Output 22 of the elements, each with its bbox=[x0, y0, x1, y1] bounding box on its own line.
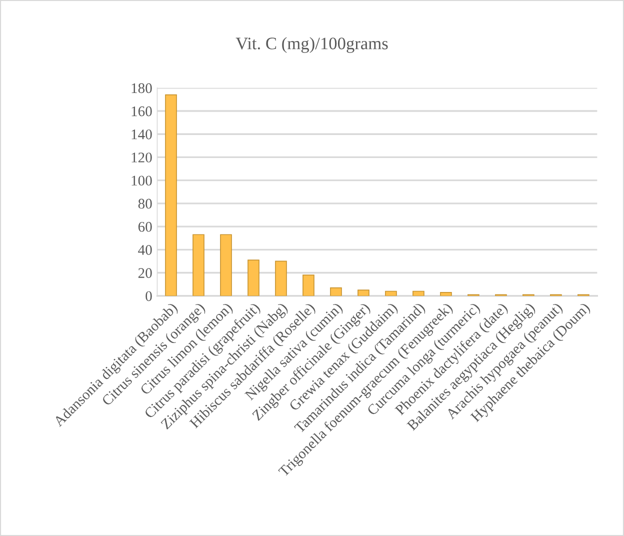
y-tick-label: 0 bbox=[146, 291, 152, 302]
bar bbox=[440, 292, 452, 296]
bar bbox=[248, 260, 260, 296]
y-tick-label: 180 bbox=[132, 83, 152, 94]
bar bbox=[385, 290, 397, 296]
y-tick-label: 160 bbox=[132, 106, 152, 116]
y-tick-label: 80 bbox=[138, 198, 152, 209]
bar bbox=[330, 287, 342, 296]
bar bbox=[275, 260, 287, 296]
bar bbox=[220, 234, 232, 296]
bar bbox=[192, 234, 204, 296]
y-tick-label: 100 bbox=[132, 176, 152, 186]
bar bbox=[165, 94, 177, 296]
chart-title: Vit. C (mg)/100grams bbox=[236, 37, 388, 53]
y-tick-label: 40 bbox=[138, 245, 152, 255]
bar bbox=[412, 290, 424, 296]
bar bbox=[302, 274, 314, 296]
y-tick-label: 20 bbox=[138, 268, 152, 278]
y-tick-label: 60 bbox=[138, 222, 152, 232]
y-tick-label: 120 bbox=[132, 152, 152, 162]
y-tick-label: 140 bbox=[132, 129, 152, 140]
bar bbox=[358, 290, 370, 296]
